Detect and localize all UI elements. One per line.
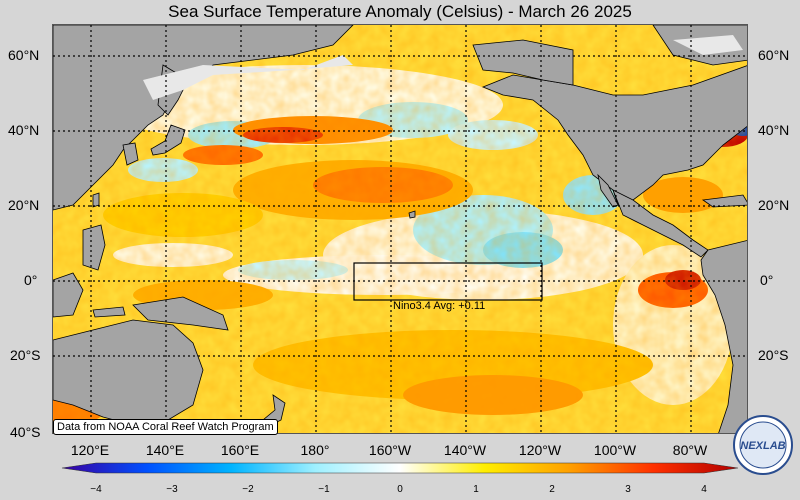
- lat-label-right: 60°N: [758, 47, 790, 63]
- lon-label: 140°W: [443, 442, 487, 458]
- lon-label: 80°W: [672, 442, 708, 458]
- colorbar: [61, 462, 739, 474]
- lon-label: 120°E: [70, 442, 110, 458]
- colorbar-tick: 1: [473, 484, 479, 495]
- lat-label-right: 0°: [760, 272, 774, 288]
- lat-label-left: 0°: [24, 272, 38, 288]
- lon-label: 100°W: [593, 442, 637, 458]
- colorbar-gradient: [61, 462, 739, 474]
- lat-label-left: 20°S: [10, 347, 41, 363]
- lon-label: 160°W: [368, 442, 412, 458]
- land-korea: [122, 142, 139, 166]
- colorbar-tick: −4: [90, 484, 102, 495]
- colorbar-tick: 2: [549, 484, 555, 495]
- land-central-america: [612, 189, 709, 258]
- colorbar-tick: 3: [625, 484, 631, 495]
- lat-label-left: 40°N: [8, 122, 40, 138]
- sst-anomaly-map: [52, 24, 748, 434]
- land-borneo: [53, 272, 84, 318]
- colorbar-tick: −2: [242, 484, 254, 495]
- lat-label-right: 20°S: [758, 347, 789, 363]
- map-title: Sea Surface Temperature Anomaly (Celsius…: [168, 2, 632, 21]
- lat-label-left: 60°N: [8, 47, 40, 63]
- land-hawaii: [408, 210, 416, 219]
- colorbar-tick: −3: [166, 484, 178, 495]
- land-south-america: [700, 240, 747, 433]
- lon-label: 160°E: [220, 442, 260, 458]
- nexlab-logo: NEXLAB: [733, 415, 793, 475]
- land-japan: [150, 124, 186, 156]
- lon-label: 120°W: [518, 442, 562, 458]
- map-canvas: [53, 25, 747, 433]
- land-new-guinea: [132, 296, 229, 331]
- lat-label-left: 40°S: [10, 424, 41, 440]
- colorbar-tick: −1: [318, 484, 330, 495]
- colorbar-tick: 4: [701, 484, 707, 495]
- nino34-average-label: Nino3.4 Avg: +0.11: [393, 300, 486, 312]
- lon-label: 180°: [300, 442, 330, 458]
- lon-label: 140°E: [145, 442, 185, 458]
- lat-label-right: 40°N: [758, 122, 790, 138]
- land-taiwan: [92, 192, 100, 208]
- lat-label-right: 20°N: [758, 197, 790, 213]
- graticule: [53, 25, 747, 433]
- nino34-region-box: [353, 262, 543, 301]
- land-alaska: [472, 39, 574, 86]
- data-attribution: Data from NOAA Coral Reef Watch Program: [53, 419, 278, 435]
- colorbar-tick: 0: [397, 484, 403, 495]
- land-asia: [53, 25, 354, 211]
- land-philippines: [82, 224, 106, 271]
- logo-text: NEXLAB: [740, 440, 785, 452]
- lat-label-left: 20°N: [8, 197, 40, 213]
